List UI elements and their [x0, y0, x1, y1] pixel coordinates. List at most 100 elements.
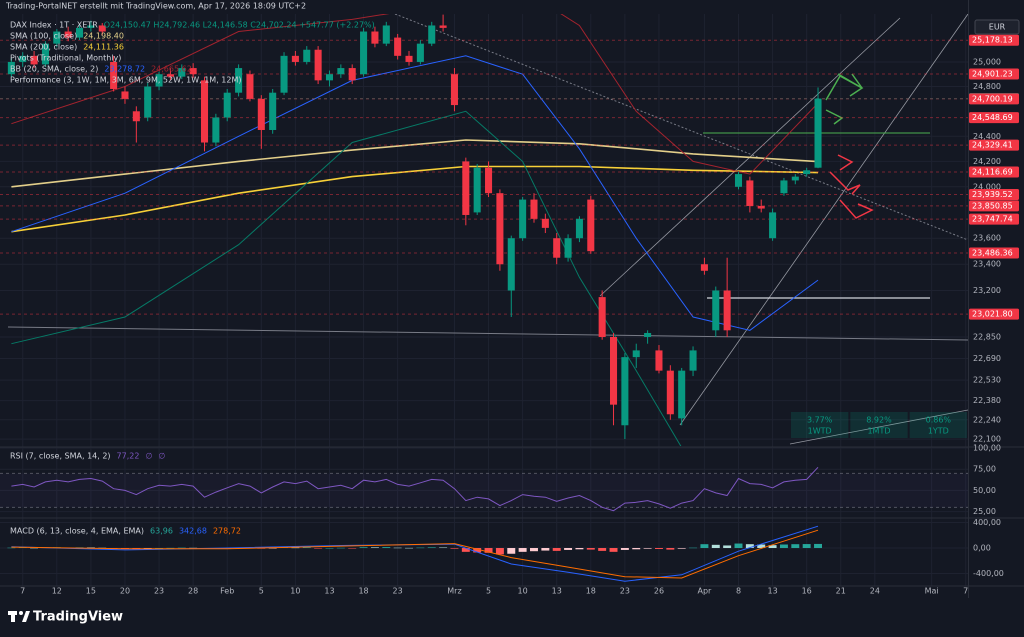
- x-tick-label: 18: [358, 587, 368, 596]
- candle-body: [200, 80, 209, 143]
- histogram-bar: [575, 548, 584, 550]
- plot: [0, 14, 968, 582]
- x-tick-label: 28: [188, 587, 198, 596]
- y-tick-label: 75,00: [973, 465, 996, 474]
- legend-name: SMA (100, close): [10, 32, 77, 41]
- histogram-bar: [393, 547, 402, 549]
- rsi-line: [11, 466, 819, 512]
- candle-body: [666, 370, 674, 415]
- caption: Trading-PortalNET erstellt mit TradingVi…: [5, 2, 306, 11]
- x-tick-label: 23: [154, 587, 164, 596]
- candle-body: [496, 193, 504, 265]
- y-tick-label: 400,00: [973, 518, 1001, 527]
- arrow-down: [839, 199, 874, 219]
- y-tick-label: 25,000: [973, 57, 1001, 66]
- x-tick-label: 24: [870, 587, 880, 596]
- histogram-bar: [382, 547, 391, 549]
- y-tick-label: 23,400: [973, 260, 1001, 269]
- candle-body: [700, 264, 708, 271]
- price-label-box: [969, 200, 1019, 212]
- indicator-line: [11, 55, 819, 331]
- currency-box[interactable]: [974, 19, 1020, 35]
- x-tick-label: 20: [120, 587, 130, 596]
- indicator-line: [11, 14, 819, 175]
- candle-body: [144, 86, 152, 118]
- histogram-bar: [473, 548, 482, 553]
- histogram-bar: [7, 547, 16, 549]
- candle-body: [632, 350, 640, 358]
- histogram-bar: [416, 547, 425, 549]
- legend-value: 24,198.40: [83, 32, 124, 41]
- arrow-down: [829, 171, 861, 195]
- legend-value: 342,68: [179, 527, 207, 536]
- candle-body: [780, 180, 788, 194]
- histogram-bar: [189, 547, 198, 549]
- trend-line: [7, 326, 968, 341]
- price-label: 23,939.52: [972, 190, 1013, 199]
- histogram-bar: [654, 548, 663, 549]
- x-tick-label: 13: [552, 587, 562, 596]
- price-label: 24,116.69: [972, 167, 1013, 176]
- histogram-bar: [405, 547, 413, 549]
- candle-body: [360, 31, 368, 75]
- candle-body: [337, 68, 345, 75]
- price-label: 24,700.19: [972, 94, 1013, 103]
- histogram-bar: [564, 548, 573, 550]
- candle-body: [746, 180, 754, 206]
- candle-body: [110, 61, 118, 89]
- y-tick-label: 22,380: [973, 396, 1001, 405]
- indicator-line: [11, 165, 819, 233]
- candle-body: [598, 297, 606, 337]
- y-tick-label: 24,200: [973, 157, 1001, 166]
- legend-title: RSI (7, close, SMA, 14, 2): [10, 452, 111, 461]
- histogram-bar: [30, 547, 39, 549]
- candle-body: [621, 357, 629, 426]
- histogram-bar: [768, 545, 777, 549]
- histogram-bar: [484, 548, 493, 553]
- candle-body: [246, 74, 254, 99]
- candle-body: [553, 238, 561, 258]
- candle-body: [212, 117, 220, 143]
- y-tick-label: 50,00: [973, 486, 996, 495]
- price-label: 23,850.85: [972, 201, 1013, 210]
- candle-body: [644, 332, 652, 337]
- candle-body: [734, 174, 743, 187]
- histogram-bar: [643, 548, 652, 549]
- performance-period: 1MTD: [867, 427, 890, 436]
- candle-body: [348, 68, 356, 81]
- histogram-bar: [711, 544, 720, 549]
- histogram-bar: [632, 548, 641, 550]
- currency[interactable]: EUR: [989, 23, 1006, 32]
- candle-body: [382, 25, 390, 44]
- histogram-bar: [450, 548, 459, 549]
- logo-icon: [22, 611, 30, 622]
- candle-body: [189, 68, 197, 75]
- x-tick-label: 15: [86, 587, 96, 596]
- legend-value: 77,22: [117, 452, 140, 461]
- macd-line: [11, 529, 819, 579]
- candle-body: [98, 25, 106, 32]
- legend-name: Pivots (Traditional, Monthly): [10, 54, 121, 63]
- candle-body: [655, 350, 663, 371]
- candle-body: [609, 336, 618, 405]
- histogram-bar: [268, 548, 277, 549]
- candle-body: [394, 37, 402, 56]
- price-label-box: [969, 112, 1019, 124]
- price-label-box: [969, 93, 1019, 105]
- y-tick-label: 24,800: [973, 82, 1001, 91]
- candle-body: [76, 27, 84, 38]
- legend-value: 23,278.72: [104, 65, 145, 74]
- candle-body: [53, 31, 61, 44]
- legend-ohlc: O24,150.47 H24,792.46 L24,146.58 C24,702…: [104, 21, 375, 30]
- histogram-bar: [427, 547, 436, 549]
- logo: TradingView: [8, 610, 123, 625]
- y-tick-label: 22,690: [973, 354, 1001, 363]
- y-tick-label: 25,00: [973, 507, 996, 516]
- candle-body: [689, 350, 697, 371]
- logo-text: TradingView: [33, 610, 123, 625]
- histogram-bar: [325, 548, 334, 549]
- histogram-bar: [723, 545, 732, 549]
- price-label: 24,901.23: [972, 70, 1013, 79]
